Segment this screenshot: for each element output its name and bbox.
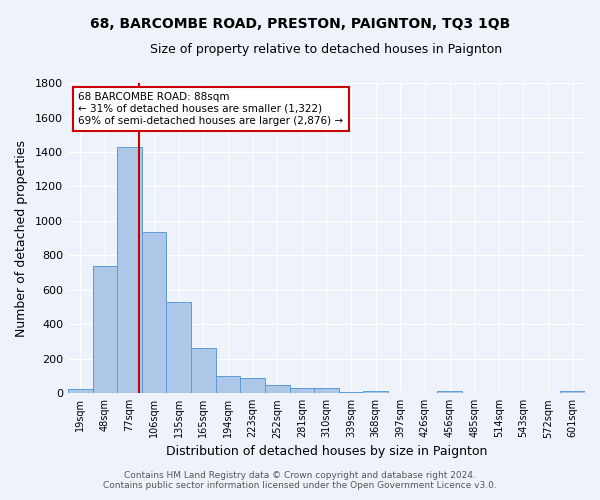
Bar (265, 386, 290, 393)
Bar (240, 378, 265, 393)
Bar (92, 266, 117, 393)
Title: Size of property relative to detached houses in Paignton: Size of property relative to detached ho… (151, 42, 503, 56)
Text: Contains HM Land Registry data © Crown copyright and database right 2024.
Contai: Contains HM Land Registry data © Crown c… (103, 470, 497, 490)
Y-axis label: Number of detached properties: Number of detached properties (15, 140, 28, 336)
Bar (314, 388, 339, 393)
Bar (339, 392, 364, 393)
Text: 68 BARCOMBE ROAD: 88sqm
← 31% of detached houses are smaller (1,322)
69% of semi: 68 BARCOMBE ROAD: 88sqm ← 31% of detache… (78, 92, 343, 126)
Bar (142, 232, 166, 393)
Bar (166, 302, 191, 393)
Bar (117, 147, 142, 393)
Bar (364, 390, 388, 393)
Bar (215, 376, 240, 393)
X-axis label: Distribution of detached houses by size in Paignton: Distribution of detached houses by size … (166, 444, 487, 458)
Bar (560, 391, 585, 393)
Bar (290, 388, 314, 393)
Bar (437, 391, 462, 393)
Bar (68, 390, 92, 393)
Bar (191, 348, 215, 393)
Text: 68, BARCOMBE ROAD, PRESTON, PAIGNTON, TQ3 1QB: 68, BARCOMBE ROAD, PRESTON, PAIGNTON, TQ… (90, 18, 510, 32)
